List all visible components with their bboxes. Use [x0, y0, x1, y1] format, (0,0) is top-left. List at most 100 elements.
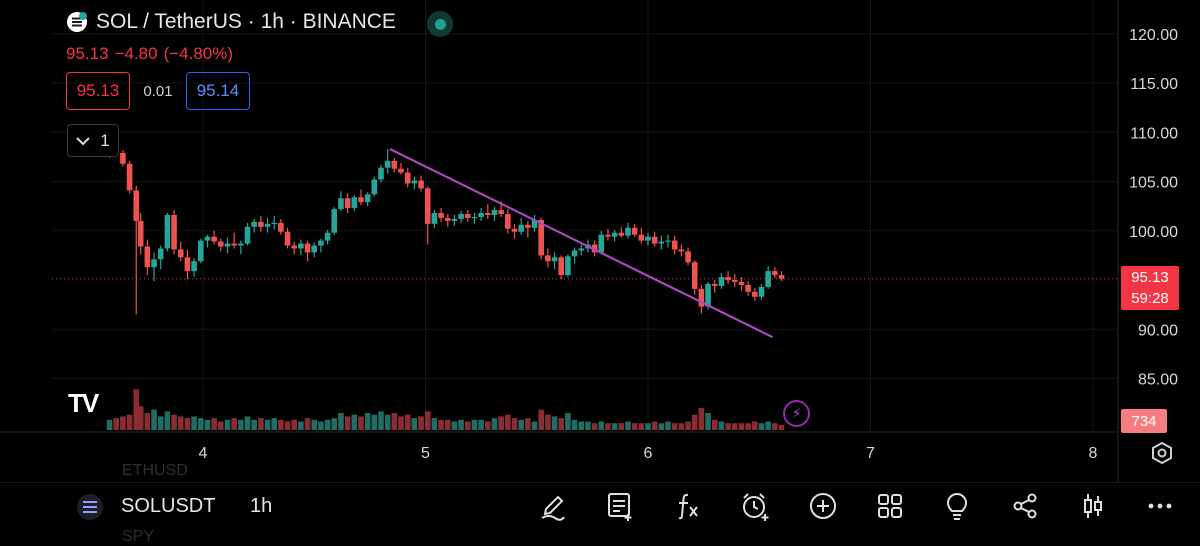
candle	[318, 238, 324, 253]
price-tick-label: 100.00	[1129, 224, 1178, 241]
candle-body	[531, 219, 538, 228]
candle-body	[291, 245, 298, 249]
volume-bar	[258, 418, 264, 430]
candle	[218, 238, 224, 252]
candle-body	[565, 256, 571, 276]
price-axis[interactable]: 120.00 115.00 110.00 105.00 100.00 90.00 85.00	[1129, 27, 1178, 389]
time-tick-label: 7	[866, 445, 875, 462]
share-icon[interactable]	[1009, 490, 1041, 522]
volume-bar	[238, 419, 244, 430]
candle	[344, 193, 351, 214]
candle	[718, 273, 725, 289]
volume-bar	[120, 416, 126, 430]
candle	[478, 208, 484, 221]
candle	[464, 210, 471, 222]
volume-bar	[745, 423, 751, 430]
candle-body	[645, 236, 651, 241]
ideas-bulb-icon[interactable]	[941, 490, 973, 522]
candle	[611, 229, 618, 242]
volume-bar	[424, 411, 431, 430]
symbol-title[interactable]: SOL / TetherUS · 1h · BINANCE	[66, 10, 396, 34]
candle	[711, 280, 718, 293]
candle	[438, 208, 444, 222]
candle-body	[738, 281, 745, 285]
market-open-indicator[interactable]	[427, 11, 453, 37]
volume-bar	[478, 419, 484, 430]
candle-body	[164, 214, 171, 249]
candle-body	[678, 249, 685, 252]
candle-body	[371, 179, 378, 195]
candle	[284, 227, 291, 249]
candle-body	[598, 234, 605, 253]
candle	[651, 231, 658, 247]
buy-button[interactable]: 95.14	[186, 72, 250, 110]
chart-type-candles-icon[interactable]	[1077, 490, 1109, 522]
volume-bar	[291, 419, 298, 430]
candle-body	[351, 197, 358, 209]
volume-bar	[271, 418, 277, 430]
candle	[752, 287, 758, 301]
bottom-symbol[interactable]: SOLUSDT	[121, 495, 216, 517]
candle-body	[137, 220, 144, 247]
bottom-interval[interactable]: 1h	[250, 495, 273, 517]
candle-body	[691, 262, 698, 289]
alert-clock-icon[interactable]	[739, 490, 771, 522]
candle-body	[618, 232, 625, 236]
volume-bar	[765, 421, 771, 430]
volume-bar	[565, 413, 571, 430]
candle-body	[411, 180, 418, 184]
candle-body	[384, 160, 391, 168]
candle-body	[391, 160, 398, 169]
price-tick-label: 85.00	[1138, 372, 1178, 389]
candle-body	[491, 210, 498, 215]
sell-button[interactable]: 95.13	[66, 72, 130, 110]
candle-body	[244, 226, 251, 244]
current-price-label: 95.13 59:28	[1121, 266, 1179, 310]
indicators-fx-icon[interactable]	[672, 490, 704, 522]
volume-bar	[451, 421, 458, 430]
pencil-icon[interactable]	[537, 490, 569, 522]
candle-body	[378, 167, 384, 180]
candlestick-chart[interactable]: 120.00 115.00 110.00 105.00 100.00 90.00 85.00…	[0, 0, 1200, 482]
candle-body	[625, 227, 631, 236]
candle	[745, 280, 751, 296]
volume-bar	[665, 421, 671, 430]
text-note-icon[interactable]	[604, 490, 636, 522]
volume-bar	[725, 423, 731, 430]
trendline[interactable]	[389, 148, 774, 339]
menu-icon[interactable]	[77, 494, 103, 520]
time-tick-label: 4	[199, 445, 208, 462]
volume-bar	[485, 421, 491, 430]
candle	[411, 176, 418, 190]
more-icon[interactable]	[1144, 490, 1176, 522]
volume-bar	[157, 416, 164, 430]
time-tick-label: 8	[1089, 445, 1098, 462]
volume-bar	[358, 416, 364, 430]
candle-body	[318, 240, 324, 246]
lightning-icon[interactable]: ⚡	[783, 400, 810, 427]
candle	[291, 241, 298, 255]
volume-bar	[197, 418, 204, 430]
price-tick-label: 90.00	[1138, 322, 1178, 339]
candle	[171, 210, 177, 255]
candle	[538, 217, 544, 260]
volume-bar	[184, 418, 191, 430]
volume-bar	[126, 414, 133, 430]
indicator-collapse-button[interactable]: 1	[67, 124, 119, 157]
candle	[184, 249, 191, 280]
candle-body	[471, 216, 478, 219]
layouts-grid-icon[interactable]	[874, 490, 906, 522]
time-axis[interactable]: 4 5 6 7 8	[199, 445, 1098, 462]
price-tick-label: 105.00	[1129, 175, 1178, 192]
candle	[431, 210, 438, 228]
axis-settings-icon[interactable]	[1150, 441, 1174, 465]
candle	[458, 211, 464, 223]
volume-bar	[244, 416, 251, 430]
volume-bar	[177, 416, 184, 430]
volume-bar	[371, 414, 378, 430]
volume-bar	[778, 424, 785, 430]
candle-body	[651, 236, 658, 244]
candle	[758, 283, 765, 300]
add-plus-icon[interactable]	[807, 490, 839, 522]
candle-body	[458, 214, 464, 219]
